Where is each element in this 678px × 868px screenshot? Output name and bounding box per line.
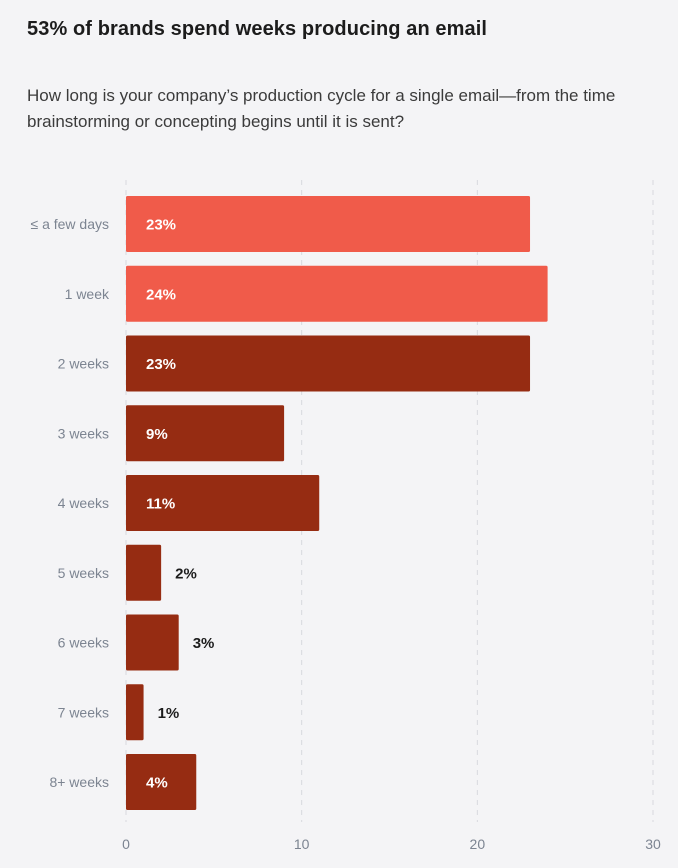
data-label: 9% [146, 426, 168, 443]
category-label: ≤ a few days [31, 216, 110, 232]
data-label: 4% [146, 775, 168, 792]
x-tick-label: 10 [294, 836, 310, 852]
bar [126, 754, 197, 810]
category-label: 7 weeks [58, 704, 109, 720]
bar [126, 196, 531, 252]
data-label: 23% [146, 356, 176, 373]
bar [126, 544, 162, 601]
bar [126, 335, 531, 392]
data-label: 3% [193, 635, 215, 652]
category-label: 8+ weeks [49, 774, 109, 790]
chart-title: 53% of brands spend weeks producing an e… [27, 18, 488, 40]
category-label: 5 weeks [58, 565, 109, 581]
x-tick-label: 20 [470, 836, 486, 852]
category-label: 1 week [65, 286, 110, 302]
bar [126, 265, 548, 322]
data-label: 23% [146, 217, 176, 234]
category-label: 2 weeks [58, 356, 109, 372]
chart-subtitle: How long is your company’s production cy… [27, 86, 616, 131]
data-label: 2% [175, 565, 197, 582]
bar [126, 475, 320, 531]
bar [126, 405, 285, 462]
category-label: 3 weeks [58, 425, 109, 441]
data-label: 1% [158, 705, 180, 722]
category-label: 6 weeks [58, 635, 109, 651]
data-label: 24% [146, 286, 176, 303]
x-tick-label: 30 [645, 836, 661, 852]
x-tick-label: 0 [122, 836, 130, 852]
category-label: 4 weeks [58, 495, 109, 511]
bar [126, 614, 179, 671]
bar [126, 684, 144, 741]
data-label: 11% [146, 496, 175, 513]
